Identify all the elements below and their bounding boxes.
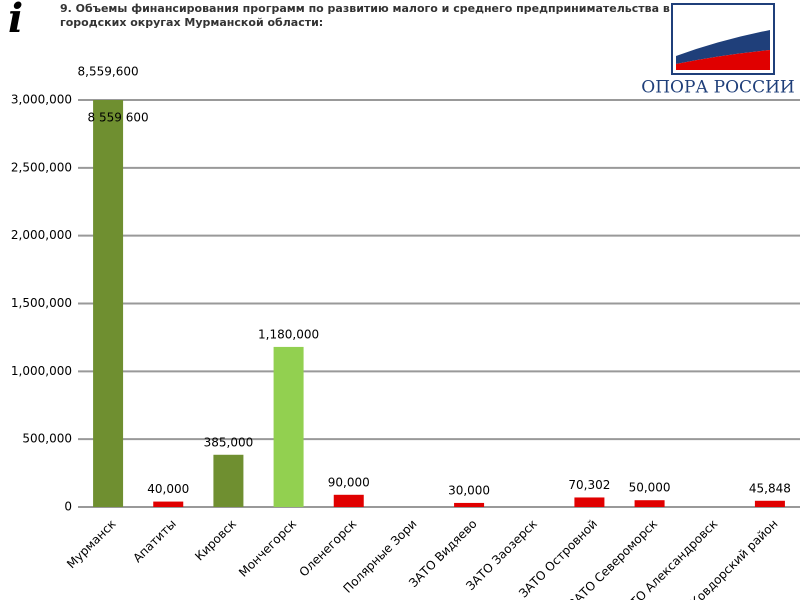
x-tick-label: Мурманск [64, 517, 119, 572]
y-tick-label: 2,000,000 [11, 228, 72, 242]
slide-title: 9. Объемы финансирования программ по раз… [60, 2, 670, 29]
bar [213, 454, 244, 507]
value-label: 45,848 [749, 481, 791, 495]
y-tick-label: 500,000 [22, 432, 72, 446]
annotation: 8 559 600 [88, 111, 149, 125]
x-tick-label: Апатиты [130, 517, 179, 566]
bar [454, 502, 485, 507]
bar [153, 501, 184, 507]
bar [93, 100, 124, 508]
y-tick-label: 3,000,000 [11, 93, 72, 107]
value-label: 40,000 [147, 482, 189, 496]
value-label: 8,559,600 [78, 65, 139, 79]
y-tick-label: 1,000,000 [11, 364, 72, 378]
x-tick-label: Мончегорск [236, 517, 299, 580]
value-label: 385,000 [204, 435, 254, 449]
value-label: 90,000 [328, 475, 370, 489]
value-label: 50,000 [629, 481, 671, 495]
bar [333, 494, 364, 507]
y-tick-label: 2,500,000 [11, 160, 72, 174]
plot-area [93, 100, 785, 508]
info-icon: i [8, 0, 23, 42]
bar [754, 500, 785, 507]
value-label: 30,000 [448, 483, 490, 497]
x-tick-label: Кировск [192, 517, 239, 564]
bar [574, 497, 605, 507]
x-tick-label: Оленегорск [297, 517, 360, 580]
value-label: 70,302 [568, 478, 610, 492]
y-tick-label: 1,500,000 [11, 296, 72, 310]
bar [273, 346, 304, 507]
value-label: 1,180,000 [258, 327, 319, 341]
logo: ОПОРА РОССИИ [641, 3, 795, 98]
bar [634, 500, 665, 507]
logo-text: ОПОРА РОССИИ [641, 78, 794, 98]
title-box: 9. Объемы финансирования программ по раз… [60, 2, 670, 29]
y-tick-label: 0 [64, 500, 72, 514]
